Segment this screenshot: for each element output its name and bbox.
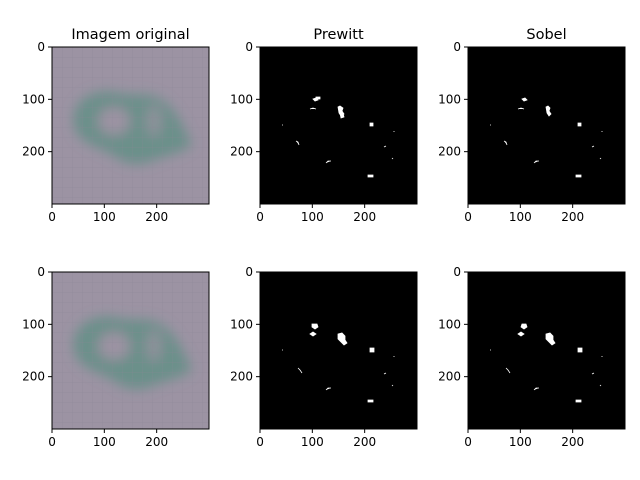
x-tick-label: 100 <box>509 210 532 224</box>
panel-original-2: 0 100 200 0 100 200 <box>22 265 210 449</box>
ticks: 0 100 200 0 100 200 <box>438 40 584 224</box>
edge-image <box>260 47 417 204</box>
y-tick-label: 0 <box>453 265 461 279</box>
y-tick-label: 0 <box>37 265 45 279</box>
y-tick-label: 0 <box>245 265 253 279</box>
ticks: 0 100 200 0 100 200 <box>22 265 168 449</box>
original-image <box>52 272 209 429</box>
x-tick-label: 0 <box>464 435 472 449</box>
x-tick-label: 100 <box>509 435 532 449</box>
y-tick-label: 200 <box>438 370 461 384</box>
x-tick-label: 200 <box>145 435 168 449</box>
axes-frame <box>467 46 626 205</box>
x-tick-label: 0 <box>48 435 56 449</box>
x-tick-label: 0 <box>48 210 56 224</box>
axes-frame <box>51 46 210 205</box>
x-tick-label: 200 <box>561 435 584 449</box>
axes-frame <box>51 271 210 430</box>
panel-title: Imagem original <box>71 27 189 43</box>
panel-sobel-1: Sobel 0 100 200 0 100 200 <box>438 27 626 224</box>
edge-image <box>468 272 625 429</box>
axes-frame <box>259 271 418 430</box>
panel-prewitt-1: Prewitt 0 100 200 0 100 200 <box>230 27 418 224</box>
y-tick-label: 0 <box>37 40 45 54</box>
x-tick-label: 0 <box>256 435 264 449</box>
panel-title: Sobel <box>526 27 566 43</box>
x-tick-label: 100 <box>93 435 116 449</box>
ticks: 0 100 200 0 100 200 <box>22 40 168 224</box>
panel-title: Prewitt <box>313 27 364 43</box>
y-tick-label: 0 <box>453 40 461 54</box>
edge-image <box>260 272 417 429</box>
x-tick-label: 200 <box>145 210 168 224</box>
y-tick-label: 100 <box>438 92 461 106</box>
x-tick-label: 100 <box>301 435 324 449</box>
y-tick-label: 0 <box>245 40 253 54</box>
x-tick-label: 100 <box>301 210 324 224</box>
ticks: 0 100 200 0 100 200 <box>230 265 376 449</box>
x-tick-label: 100 <box>93 210 116 224</box>
ticks: 0 100 200 0 100 200 <box>230 40 376 224</box>
x-tick-label: 0 <box>464 210 472 224</box>
x-tick-label: 200 <box>353 435 376 449</box>
y-tick-label: 100 <box>22 317 45 331</box>
y-tick-label: 100 <box>438 317 461 331</box>
x-tick-label: 0 <box>256 210 264 224</box>
y-tick-label: 200 <box>230 145 253 159</box>
ticks: 0 100 200 0 100 200 <box>438 265 584 449</box>
axes-frame <box>259 46 418 205</box>
panel-sobel-2: 0 100 200 0 100 200 <box>438 265 626 449</box>
y-tick-label: 200 <box>438 145 461 159</box>
original-image <box>52 47 209 204</box>
y-tick-label: 200 <box>22 145 45 159</box>
y-tick-label: 200 <box>230 370 253 384</box>
x-tick-label: 200 <box>561 210 584 224</box>
y-tick-label: 100 <box>230 92 253 106</box>
panel-prewitt-2: 0 100 200 0 100 200 <box>230 265 418 449</box>
y-tick-label: 100 <box>230 317 253 331</box>
y-tick-label: 200 <box>22 370 45 384</box>
axes-frame <box>467 271 626 430</box>
panel-original-1: Imagem original 0 100 200 0 100 200 <box>22 27 210 224</box>
edge-image <box>468 47 625 204</box>
x-tick-label: 200 <box>353 210 376 224</box>
y-tick-label: 100 <box>22 92 45 106</box>
